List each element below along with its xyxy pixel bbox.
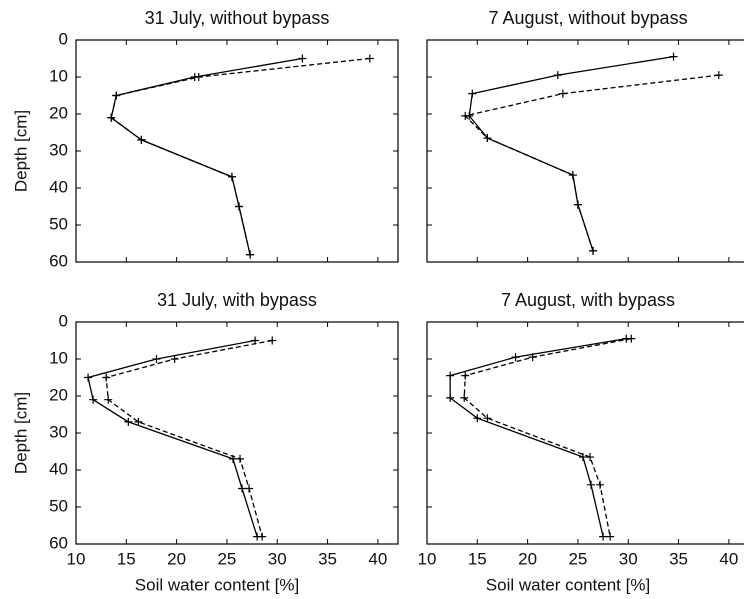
plot-frame — [426, 321, 744, 545]
plot-frame — [75, 321, 399, 545]
marker — [170, 355, 179, 363]
plot-area — [84, 336, 277, 541]
chart-title: 7 August, with bypass — [501, 290, 675, 310]
data-line — [110, 57, 370, 255]
marker — [627, 334, 636, 343]
plot-frame — [75, 39, 399, 263]
x-tick-label: 40 — [719, 549, 738, 568]
marker — [460, 393, 469, 402]
marker — [578, 453, 587, 462]
marker — [558, 89, 567, 98]
marker — [194, 73, 203, 81]
y-tick-label: 40 — [49, 177, 68, 196]
chart-title: 7 August, without bypass — [488, 8, 687, 28]
x-tick-label: 15 — [468, 549, 487, 568]
y-tick-label: 0 — [59, 311, 68, 330]
y-tick-label: 60 — [49, 533, 68, 552]
data-line — [110, 57, 303, 255]
marker — [587, 480, 596, 489]
marker — [236, 454, 245, 463]
marker — [258, 532, 267, 541]
y-tick-label: 50 — [49, 214, 68, 233]
y-tick-label: 50 — [49, 496, 68, 515]
x-tick-label: 10 — [67, 549, 86, 568]
y-tick-label: 0 — [59, 29, 68, 48]
marker — [104, 395, 113, 404]
plot-area — [107, 54, 374, 259]
marker — [102, 373, 111, 382]
x-tick-label: 30 — [268, 549, 287, 568]
y-tick-label: 20 — [49, 385, 68, 404]
marker — [589, 246, 598, 255]
marker — [461, 111, 470, 120]
data-line — [468, 56, 674, 252]
y-axis-label: Depth [cm] — [11, 110, 30, 192]
x-tick-label: 20 — [518, 549, 537, 568]
marker — [446, 371, 455, 380]
marker — [365, 54, 374, 63]
marker — [89, 395, 98, 404]
marker — [446, 393, 455, 402]
plot-area — [446, 334, 636, 541]
marker — [268, 336, 277, 345]
marker — [152, 355, 161, 363]
data-line — [449, 338, 627, 537]
x-tick-label: 20 — [167, 549, 186, 568]
marker — [238, 484, 247, 493]
marker — [606, 532, 615, 541]
marker — [245, 484, 254, 493]
x-tick-label: 15 — [117, 549, 136, 568]
y-tick-label: 30 — [49, 140, 68, 159]
x-tick-label: 30 — [619, 549, 638, 568]
marker — [473, 414, 482, 423]
marker — [483, 414, 492, 423]
marker — [553, 71, 562, 80]
marker — [134, 417, 143, 426]
marker — [112, 91, 121, 100]
x-tick-label: 40 — [368, 549, 387, 568]
marker — [298, 54, 307, 63]
marker — [137, 135, 146, 144]
x-tick-label: 10 — [418, 549, 437, 568]
y-axis-label: Depth [cm] — [11, 392, 30, 474]
marker — [461, 371, 470, 380]
y-tick-label: 20 — [49, 103, 68, 122]
x-tick-label: 35 — [318, 549, 337, 568]
marker — [235, 202, 244, 211]
x-axis-label: Soil water content [%] — [135, 575, 299, 594]
x-tick-label: 35 — [669, 549, 688, 568]
y-tick-label: 10 — [49, 66, 68, 85]
y-tick-label: 10 — [49, 348, 68, 367]
y-tick-label: 60 — [49, 251, 68, 270]
marker — [84, 373, 93, 382]
x-axis-label: Soil water content [%] — [486, 575, 650, 594]
marker — [568, 171, 577, 180]
data-line — [105, 339, 273, 537]
data-line — [463, 74, 719, 252]
marker — [511, 353, 520, 362]
marker — [573, 200, 582, 209]
chart-title: 31 July, with bypass — [157, 290, 317, 310]
chart-title: 31 July, without bypass — [145, 8, 330, 28]
marker — [468, 89, 477, 98]
marker — [107, 113, 116, 122]
marker — [528, 353, 537, 362]
x-tick-label: 25 — [217, 549, 236, 568]
marker — [246, 250, 255, 259]
data-line — [463, 338, 632, 537]
data-line — [87, 339, 258, 537]
y-tick-label: 40 — [49, 459, 68, 478]
marker — [669, 52, 678, 61]
marker — [227, 172, 236, 181]
x-tick-label: 25 — [568, 549, 587, 568]
marker — [586, 453, 595, 462]
marker — [124, 417, 133, 426]
marker — [599, 532, 608, 541]
marker — [596, 480, 605, 489]
marker — [483, 134, 492, 143]
marker — [714, 71, 723, 80]
plot-area — [461, 52, 723, 255]
y-tick-label: 30 — [49, 422, 68, 441]
